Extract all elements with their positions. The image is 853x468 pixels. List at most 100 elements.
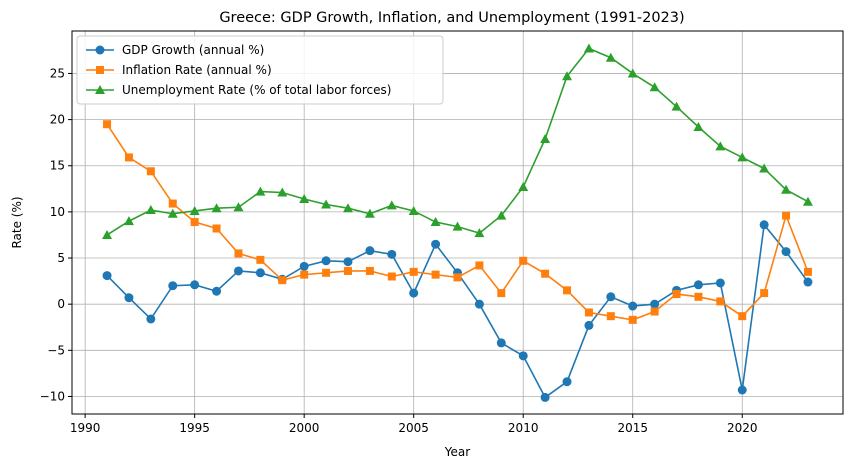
data-point xyxy=(497,289,506,298)
data-point xyxy=(234,249,243,258)
series-3 xyxy=(102,43,813,239)
data-point xyxy=(102,229,113,239)
data-point xyxy=(299,261,309,271)
data-point xyxy=(518,351,528,361)
data-point xyxy=(430,217,441,227)
data-point xyxy=(715,141,726,151)
data-point xyxy=(496,338,506,348)
data-point xyxy=(693,280,703,290)
data-point xyxy=(671,101,682,111)
x-tick-label: 2020 xyxy=(727,421,758,435)
data-point xyxy=(321,199,332,209)
data-point xyxy=(474,228,485,238)
data-point xyxy=(606,292,616,302)
data-point xyxy=(212,286,222,296)
data-point xyxy=(409,288,419,298)
data-point xyxy=(519,256,528,265)
data-point xyxy=(299,193,310,203)
data-point xyxy=(584,320,594,330)
data-point xyxy=(452,221,463,231)
data-point xyxy=(146,167,155,176)
data-point xyxy=(628,301,638,311)
data-point xyxy=(300,270,309,279)
data-point xyxy=(189,205,200,215)
x-tick-label: 2015 xyxy=(617,421,648,435)
data-point xyxy=(627,68,638,78)
y-tick-label: 10 xyxy=(50,205,65,219)
data-point xyxy=(650,307,659,316)
data-point xyxy=(211,203,222,213)
data-point xyxy=(475,261,484,270)
data-point xyxy=(212,224,221,233)
data-point xyxy=(431,270,440,279)
data-point xyxy=(255,268,265,278)
data-point xyxy=(278,276,287,285)
data-point xyxy=(737,385,747,395)
x-tick-label: 2005 xyxy=(398,421,429,435)
data-point xyxy=(256,255,265,264)
data-point xyxy=(802,196,813,206)
data-point xyxy=(255,186,266,196)
data-point xyxy=(364,208,375,218)
data-point xyxy=(387,249,397,259)
data-point xyxy=(102,271,112,281)
x-tick-label: 2000 xyxy=(289,421,320,435)
y-tick-label: −5 xyxy=(47,343,65,357)
data-point xyxy=(562,71,573,81)
data-point xyxy=(387,272,396,281)
data-point xyxy=(321,256,331,266)
data-point xyxy=(190,280,200,290)
data-point xyxy=(606,312,615,321)
series-2 xyxy=(103,120,812,324)
series-layer xyxy=(102,43,813,402)
data-point xyxy=(124,153,133,162)
legend: GDP Growth (annual %) Inflation Rate (ann… xyxy=(76,35,444,105)
data-point xyxy=(583,43,594,53)
y-tick-label: 25 xyxy=(50,66,65,80)
legend-label: Unemployment Rate (% of total labor forc… xyxy=(122,83,391,97)
data-point xyxy=(103,120,112,129)
y-tick-label: 5 xyxy=(57,251,65,265)
data-point xyxy=(803,267,812,276)
plot-area-frame xyxy=(71,30,844,415)
data-point xyxy=(386,200,397,210)
data-point xyxy=(782,211,791,220)
legend-marker xyxy=(95,45,105,55)
data-point xyxy=(738,312,747,321)
data-point xyxy=(365,266,374,275)
y-tick-label: −10 xyxy=(40,389,65,403)
x-tick-label: 2010 xyxy=(508,421,539,435)
data-point xyxy=(759,220,769,230)
x-axis-label: Year xyxy=(444,445,470,459)
legend-label: GDP Growth (annual %) xyxy=(122,43,264,57)
data-point xyxy=(760,289,769,298)
data-point xyxy=(408,205,419,215)
legend-marker xyxy=(96,66,104,74)
y-tick-label: 20 xyxy=(50,113,65,127)
y-tick-label: 15 xyxy=(50,159,65,173)
data-point xyxy=(431,239,441,249)
data-point xyxy=(781,247,791,257)
y-axis-label: Rate (%) xyxy=(10,196,24,248)
data-point xyxy=(716,297,725,306)
data-point xyxy=(168,281,178,291)
data-point xyxy=(123,216,134,226)
data-point xyxy=(649,82,660,92)
data-point xyxy=(781,184,792,194)
data-point xyxy=(146,314,156,324)
data-point xyxy=(190,218,199,227)
y-axis: −10 −5 0 5 10 15 20 25 xyxy=(40,66,72,403)
data-point xyxy=(233,202,244,212)
data-point xyxy=(343,257,353,267)
data-point xyxy=(518,181,529,191)
data-point xyxy=(672,290,681,299)
data-point xyxy=(693,121,704,131)
legend-marker xyxy=(95,85,105,94)
data-point xyxy=(562,377,572,387)
data-point xyxy=(409,267,418,276)
data-point xyxy=(145,205,156,215)
legend-label: Inflation Rate (annual %) xyxy=(122,63,272,77)
data-point xyxy=(168,199,177,208)
data-point xyxy=(803,277,813,287)
